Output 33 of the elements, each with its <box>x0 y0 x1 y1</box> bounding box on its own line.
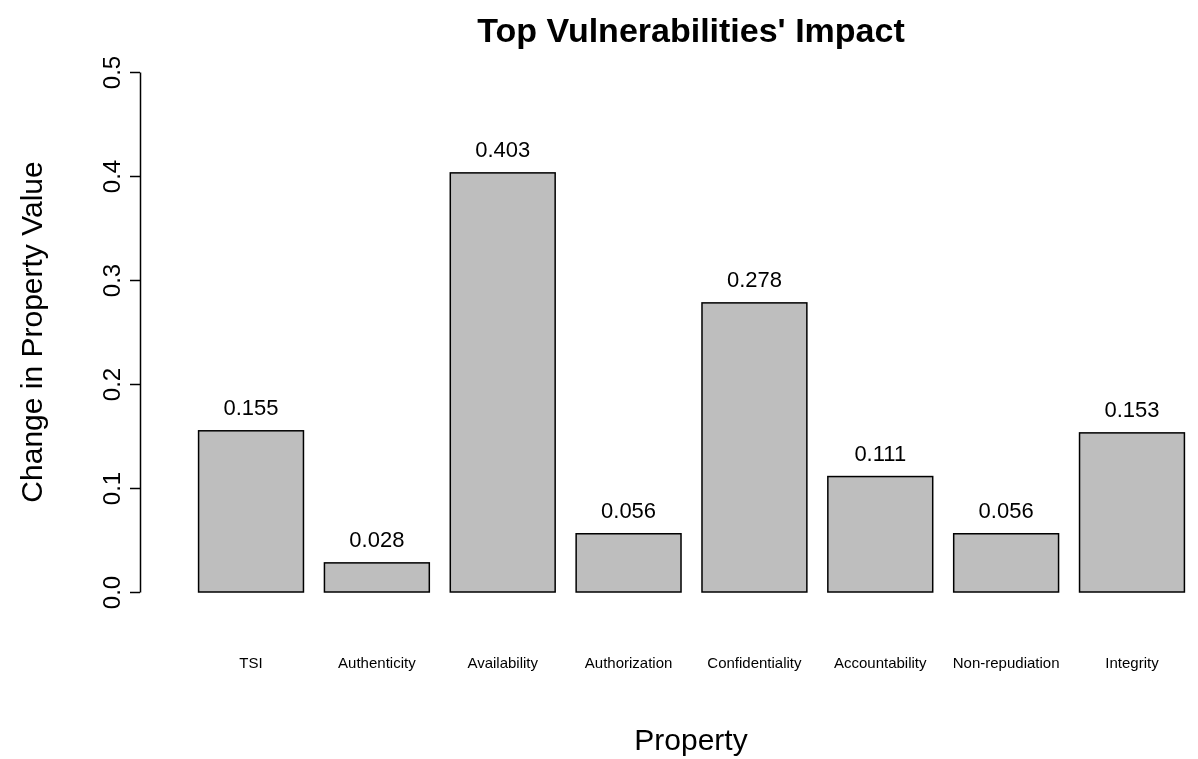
y-axis-title: Change in Property Value <box>15 161 48 503</box>
bar <box>323 562 431 593</box>
data-label: 0.028 <box>349 526 405 552</box>
x-tick-label: TSI <box>239 654 263 671</box>
x-tick-label: Non-repudiation <box>952 654 1060 671</box>
bar <box>197 430 305 593</box>
x-tick-label: Confidentiality <box>707 654 803 671</box>
y-tick-label: 0.4 <box>98 159 125 194</box>
x-tick-label: Accountability <box>833 654 928 671</box>
chart-title: Top Vulnerabilities' Impact <box>477 11 905 49</box>
x-tick-label: Authorization <box>584 654 673 671</box>
bar <box>575 533 682 593</box>
data-label: 0.278 <box>726 266 782 292</box>
data-label: 0.056 <box>601 497 657 523</box>
y-tick-label: 0.3 <box>98 263 125 298</box>
bar <box>1078 432 1186 593</box>
bar <box>701 302 808 593</box>
data-label: 0.153 <box>1104 396 1160 422</box>
x-tick-label: Integrity <box>1105 654 1160 671</box>
y-tick-label: 0.0 <box>98 575 125 610</box>
x-tick-label: Authenticity <box>338 654 417 671</box>
y-tick-label: 0.1 <box>98 471 125 506</box>
data-label: 0.111 <box>854 440 907 466</box>
bar <box>449 172 556 593</box>
bar <box>952 533 1060 593</box>
bar <box>827 475 934 593</box>
data-label: 0.056 <box>978 497 1034 523</box>
data-label: 0.155 <box>223 394 279 420</box>
x-tick-label: Availability <box>467 654 539 671</box>
y-tick-label: 0.2 <box>98 367 125 402</box>
data-label: 0.403 <box>475 136 531 162</box>
x-axis-title: Property <box>634 723 748 756</box>
y-tick-label: 0.5 <box>98 55 125 90</box>
